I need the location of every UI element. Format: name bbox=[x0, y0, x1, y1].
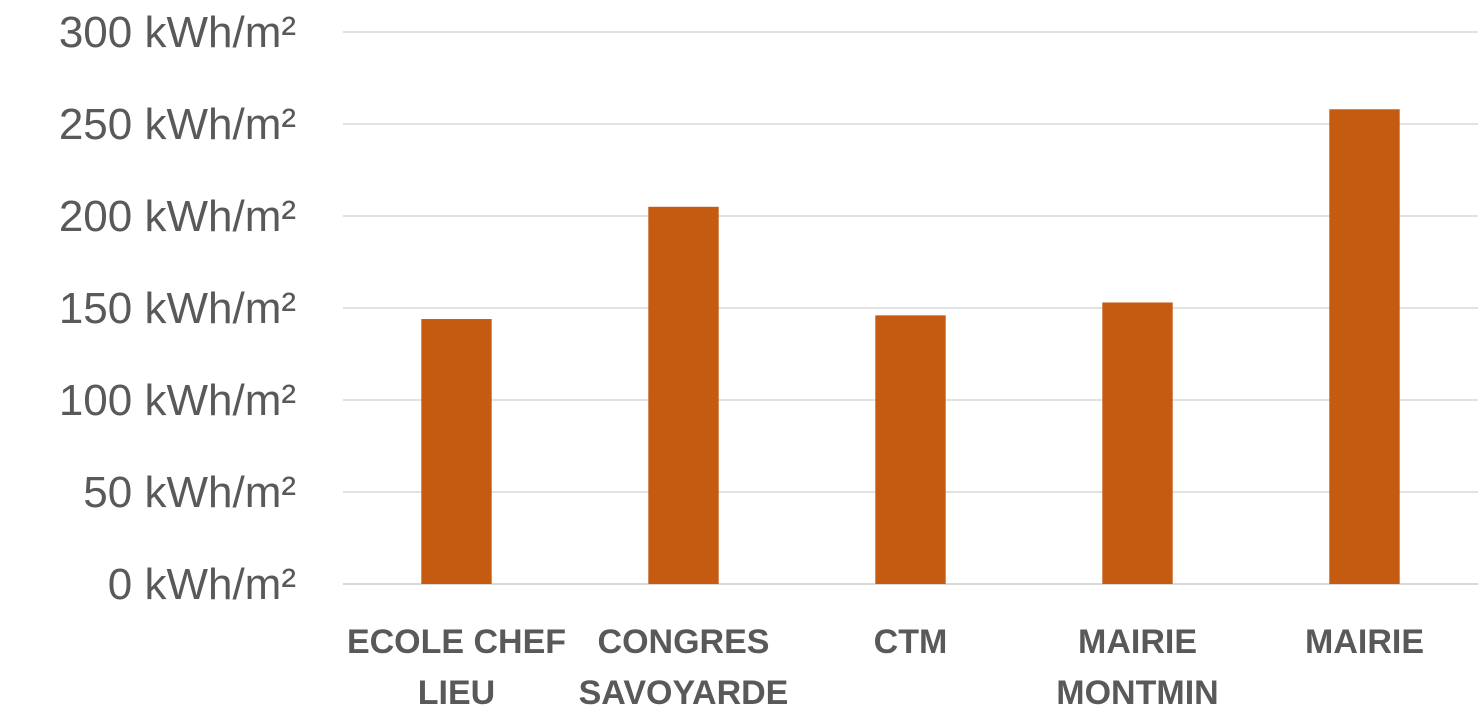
x-axis-category-labels: ECOLE CHEF LIEU CONGRES SAVOYARDE CTM MAIRIE M… bbox=[347, 623, 1424, 708]
y-tick-label: 0 kWh/m² bbox=[108, 560, 296, 609]
x-category-label: SAVOYARDE bbox=[579, 674, 789, 708]
y-tick-label: 100 kWh/m² bbox=[59, 376, 296, 425]
x-category-label: MAIRIE bbox=[1078, 623, 1197, 661]
bar bbox=[875, 315, 946, 584]
y-axis-tick-labels: 0 kWh/m² 50 kWh/m² 100 kWh/m² 150 kWh/m² 200… bbox=[59, 8, 296, 609]
bar bbox=[421, 319, 492, 584]
y-tick-label: 50 kWh/m² bbox=[83, 468, 296, 517]
bar bbox=[1329, 109, 1400, 584]
bar bbox=[1102, 302, 1173, 584]
bar bbox=[648, 206, 719, 585]
x-category-label: MAIRIE bbox=[1305, 623, 1424, 661]
bars bbox=[421, 109, 1400, 585]
x-category-label: ECOLE CHEF bbox=[347, 623, 566, 661]
y-tick-label: 300 kWh/m² bbox=[59, 8, 296, 57]
x-category-label: LIEU bbox=[418, 674, 495, 708]
x-category-label: CTM bbox=[874, 623, 948, 661]
y-tick-label: 200 kWh/m² bbox=[59, 192, 296, 241]
y-tick-label: 250 kWh/m² bbox=[59, 100, 296, 149]
gridlines bbox=[343, 31, 1478, 585]
y-tick-label: 150 kWh/m² bbox=[59, 284, 296, 333]
x-category-label: CONGRES bbox=[598, 623, 770, 661]
x-category-label: MONTMIN bbox=[1056, 674, 1218, 708]
